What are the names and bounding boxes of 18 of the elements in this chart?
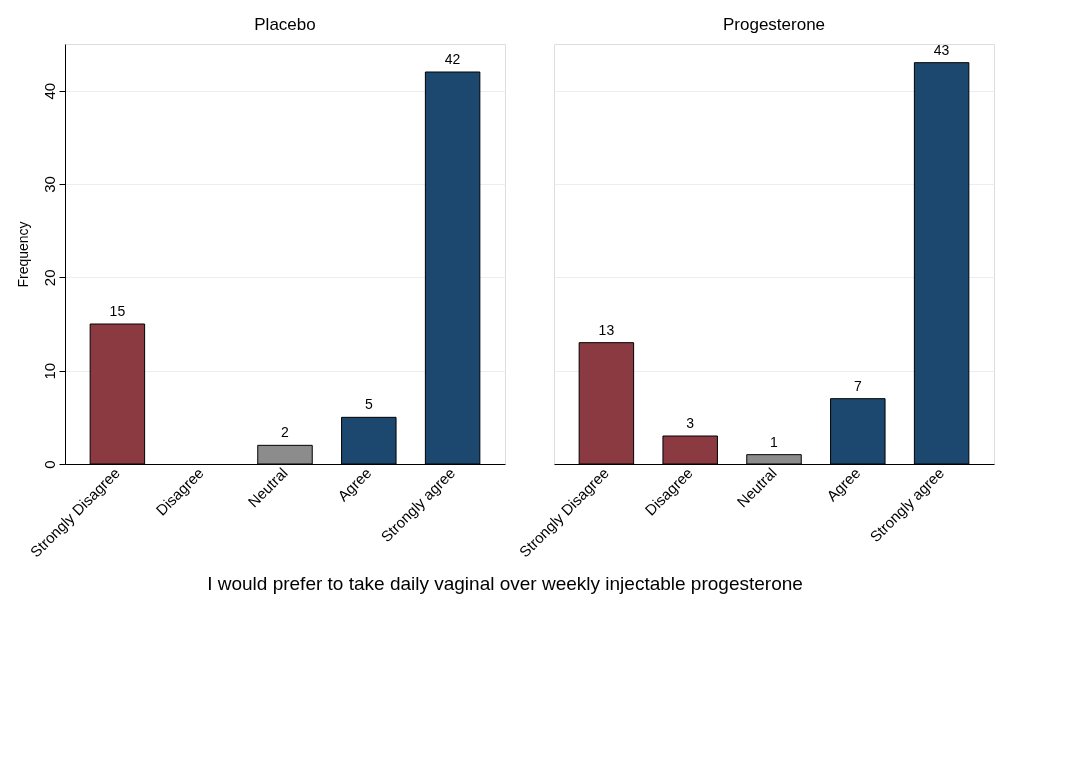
data-label: 5 bbox=[364, 396, 373, 413]
y-tick-label: 30 bbox=[40, 176, 58, 193]
data-label: 42 bbox=[444, 51, 461, 67]
data-label: 1 bbox=[770, 433, 779, 450]
y-tick-label: 0 bbox=[40, 460, 58, 469]
y-axis-title: Frequency bbox=[14, 221, 31, 288]
chart-title: Progesterone bbox=[722, 14, 826, 34]
y-tick-label: 20 bbox=[40, 269, 58, 287]
data-label: 13 bbox=[598, 321, 615, 338]
data-label: 7 bbox=[853, 377, 862, 394]
data-label: 43 bbox=[933, 41, 950, 58]
y-tick-label: 40 bbox=[40, 82, 58, 100]
data-label: 2 bbox=[281, 424, 290, 441]
data-label: 3 bbox=[686, 415, 695, 431]
x-axis-title: I would prefer to take daily vaginal over weekly injectable progesterone bbox=[207, 573, 803, 595]
chart-title: Placebo bbox=[254, 15, 316, 34]
y-tick-label: 10 bbox=[40, 362, 58, 380]
data-label: 15 bbox=[109, 303, 126, 319]
